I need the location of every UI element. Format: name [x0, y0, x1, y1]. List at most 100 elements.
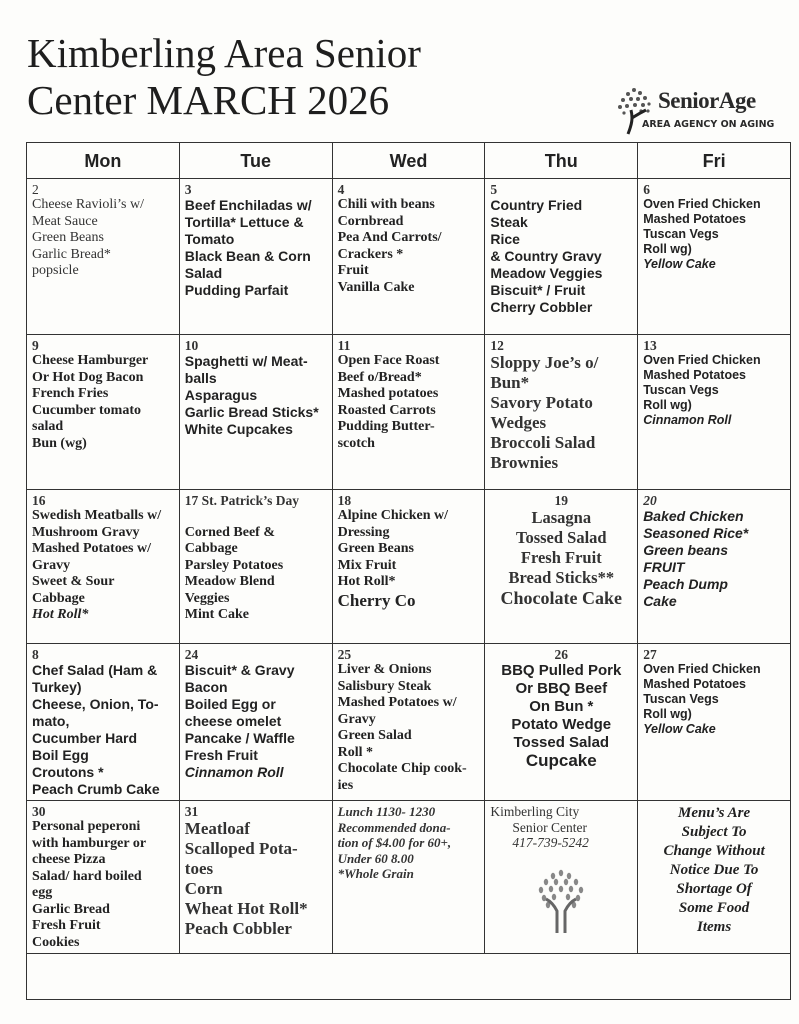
day-number: 19 [554, 493, 569, 508]
weekday-wed: Wed [331, 142, 486, 179]
title-line-2: Center MARCH 2026 [27, 77, 390, 123]
day-cell: 2 Cheese Ravioli’s w/Meat Sauce Green Bean… [26, 178, 180, 335]
menu-item: On Bun * [529, 698, 594, 715]
menu-item: Garlic Bread Sticks* [184, 404, 319, 420]
menu-item: Corned Beef & [184, 524, 275, 540]
day-number: 10 [184, 338, 199, 353]
menu-item: salad [32, 419, 64, 434]
empty-footer-row [26, 953, 791, 1000]
menu-item: Cabbage [32, 590, 85, 606]
weekday-fri: Fri [637, 142, 791, 179]
empty-footer-cell [26, 953, 791, 1000]
menu-item: Liver & Onions [337, 662, 432, 677]
menu-item: Sweet & Sour [32, 574, 115, 589]
menu-item: Gravy [32, 557, 71, 573]
menu-item: Bread Sticks** [508, 568, 615, 587]
day-number: 13 [643, 338, 657, 353]
info-line: *Whole Grain [337, 866, 414, 881]
menu-item: Mint Cake [184, 607, 249, 622]
menu-item: Meat Sauce [32, 213, 98, 229]
title-line-1: Kimberling Area Senior [27, 30, 421, 76]
menu-item: Beef o/Bread* [337, 369, 422, 385]
weekday-mon: Mon [26, 142, 180, 179]
day-cell: 27 Oven Fried Chicken Mashed Potatoes Tusca… [637, 643, 791, 801]
menu-item: Cupcake [525, 751, 597, 770]
menu-item: Seasoned Rice* [643, 525, 749, 541]
menu-item: Garlic Bread [32, 901, 110, 917]
menu-item: Or BBQ Beef [515, 680, 608, 697]
senior-age-logo: SeniorAge AREA AGENCY ON AGING [614, 84, 794, 138]
menu-item: Bacon [184, 679, 228, 695]
menu-item: Chocolate Cake [500, 588, 623, 608]
menu-item: Cheese, Onion, To- [32, 696, 159, 712]
info-line: Recommended dona- [337, 819, 451, 835]
menu-item: Lasagna [531, 508, 592, 527]
info-line: Lunch 1130- 1230 [337, 804, 436, 819]
menu-item: Swedish Meatballs w/ [32, 508, 162, 523]
menu-item: Gravy [337, 711, 376, 727]
menu-item: with hamburger or [32, 835, 147, 851]
logo-subtitle: AREA AGENCY ON AGING [642, 119, 775, 130]
menu-item: Broccoli Salad [490, 433, 596, 452]
day-number: 25 [337, 647, 352, 662]
menu-item: & Country Gravy [490, 248, 602, 264]
info-line: tion of $4.00 for 60+, [337, 835, 452, 850]
day-number: 12 [490, 338, 504, 353]
menu-calendar: Mon Tue Wed Thu Fri 2 Cheese Ravioli’s w/… [26, 142, 791, 1000]
menu-item: Steak [490, 214, 528, 230]
menu-item: Yellow Cake [643, 722, 716, 736]
tree-logo-icon [618, 88, 651, 135]
menu-item: Roasted Carrots [337, 402, 436, 418]
menu-item: Spaghetti w/ Meat- [184, 353, 308, 369]
menu-item: Oven Fried Chicken [643, 353, 761, 367]
menu-item: toes [184, 859, 214, 878]
week-row: 30 Personal peperoni with hamburger or chee… [26, 800, 791, 954]
menu-item: ies [337, 777, 354, 793]
day-number: 16 [32, 493, 46, 508]
menu-item: Salad/ hard boiled [32, 868, 142, 884]
menu-item: Salisbury Steak [337, 678, 432, 694]
menu-item: Wedges [490, 413, 547, 432]
weekday-thu: Thu [484, 142, 639, 179]
menu-item: popsicle [32, 263, 79, 278]
menu-item: Fruit [337, 263, 369, 278]
menu-item: Country Fried [490, 197, 583, 213]
menu-item: Cornbread [337, 213, 404, 229]
menu-item: Scalloped Pota- [184, 839, 298, 858]
menu-item: Rice [490, 231, 520, 247]
menu-item: scotch [337, 435, 375, 451]
menu-item: Vanilla Cake [337, 279, 415, 295]
week-row: 8 Chef Salad (Ham & Turkey) Cheese, Onion, … [26, 643, 791, 801]
menu-item: Beef Enchiladas w/ [184, 197, 312, 213]
menu-item: Pudding Butter- [337, 419, 435, 434]
menu-item: Cookies [32, 934, 80, 950]
day-cell: 25 Liver & Onions Salisbury Steak Mashed Po… [331, 643, 486, 801]
menu-item: Mushroom Gravy [32, 524, 140, 540]
menu-item: Mashed Potatoes w/ [32, 541, 151, 556]
menu-item: Asparagus [184, 387, 258, 403]
day-cell: 31 Meatloaf Scalloped Pota-toes Corn Wheat H… [178, 800, 333, 954]
day-cell: 12 Sloppy Joe’s o/Bun* Savory Potato Wedges… [484, 334, 639, 490]
menu-item: Mix Fruit [337, 557, 397, 573]
day-cell: 4 Chili with beans Cornbread Pea And Carrot… [331, 178, 486, 335]
day-cell: 10 Spaghetti w/ Meat-balls Asparagus Garlic… [178, 334, 333, 490]
day-cell: 13 Oven Fried Chicken Mashed Potatoes Tusca… [637, 334, 791, 490]
day-cell: 20 Baked Chicken Seasoned Rice* Green beans… [637, 489, 791, 644]
day-cell: 18 Alpine Chicken w/Dressing Green Beans Mi… [331, 489, 486, 644]
day-cell: 11 Open Face Roast Beef o/Bread* Mashed pot… [331, 334, 486, 490]
info-line: Senior Center [512, 819, 587, 835]
menu-item: Green Beans [337, 541, 414, 556]
menu-item: Chili with beans [337, 197, 435, 212]
day-cell: 3 Beef Enchiladas w/Tortilla* Lettuce & To… [178, 178, 333, 335]
menu-item: Chef Salad (Ham & [32, 662, 158, 678]
menu-item: Tossed Salad [515, 528, 607, 547]
menu-item: Hot Roll* [337, 574, 396, 589]
menu-item: balls [184, 370, 217, 386]
menu-item: Baked Chicken [643, 508, 744, 524]
menu-item: cheese omelet [184, 713, 282, 729]
tree-icon [539, 869, 584, 933]
menu-item: Open Face Roast [337, 353, 440, 368]
menu-item: Wheat Hot Roll* [184, 899, 308, 918]
day-number: 18 [337, 493, 352, 508]
menu-item: Cabbage [184, 541, 238, 556]
